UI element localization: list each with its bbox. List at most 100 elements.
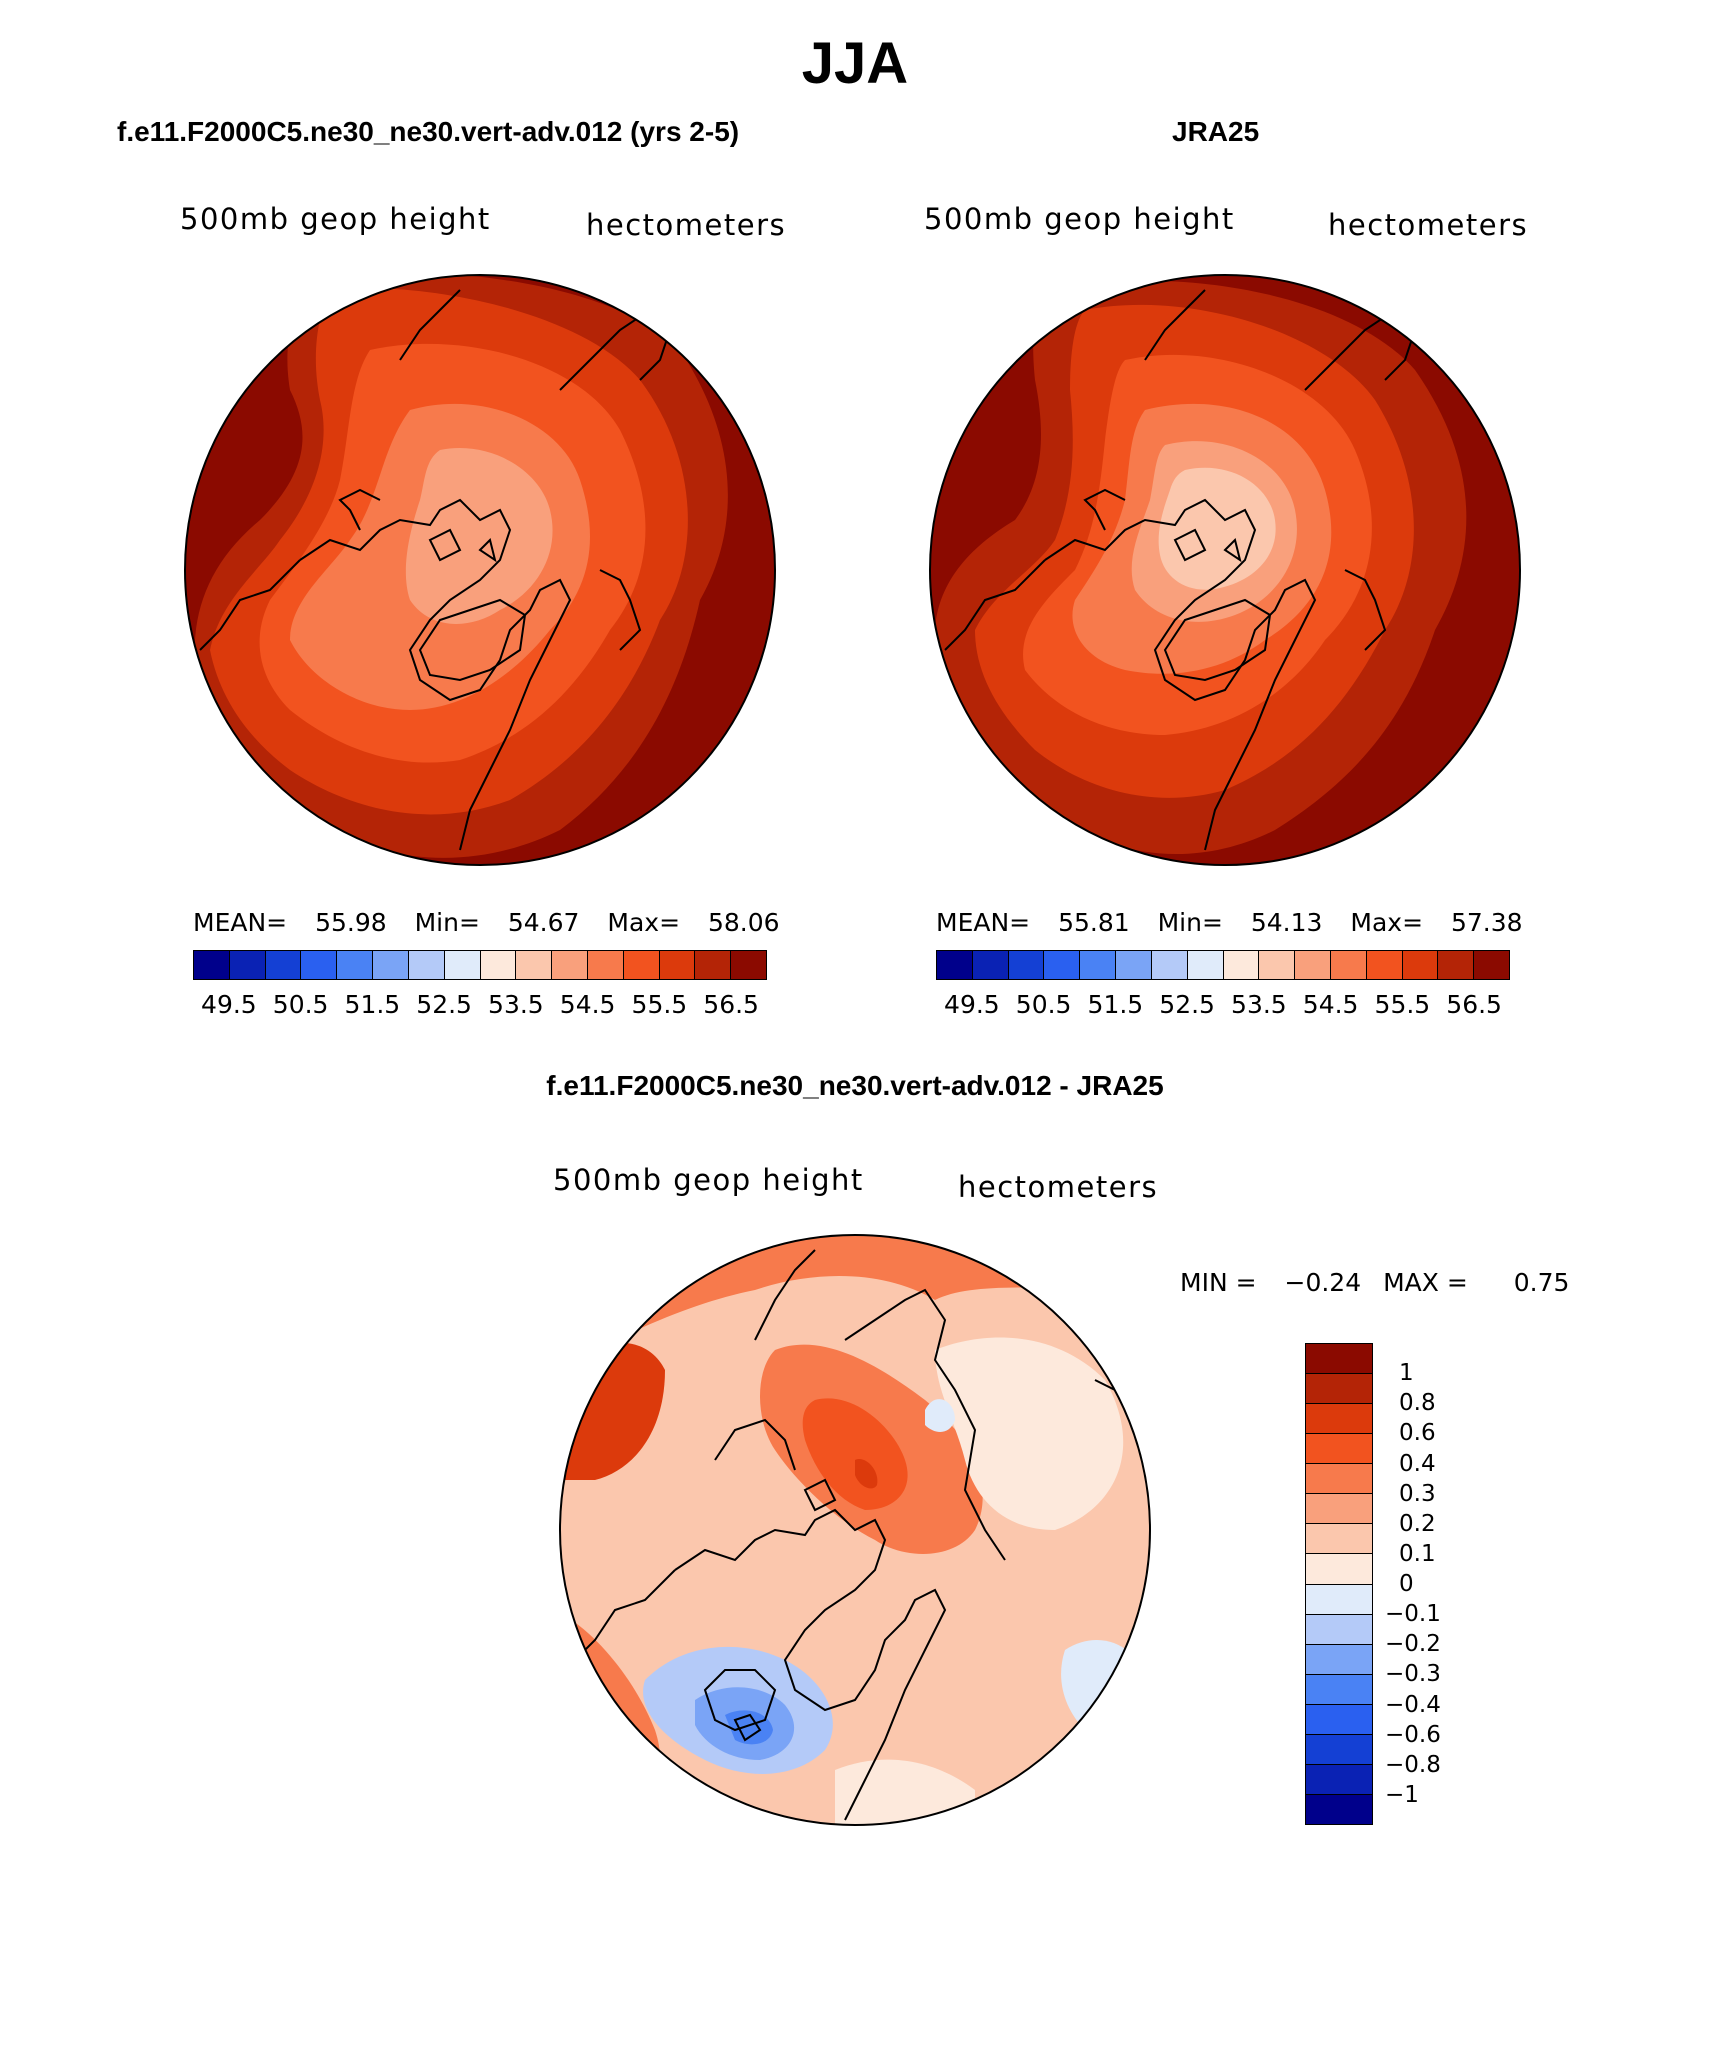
obs-mean-label: MEAN=	[936, 908, 1031, 937]
diff-colorbar-swatch	[1306, 1554, 1372, 1585]
diff-min-value: −0.24	[1284, 1268, 1362, 1297]
model-panel-title: f.e11.F2000C5.ne30_ne30.vert-adv.012 (yr…	[117, 116, 740, 147]
obs-colorbar-tick-label: 52.5	[1159, 990, 1215, 1019]
obs-min-label: Min=	[1157, 908, 1223, 937]
diff-units-label: hectometers	[958, 1170, 1159, 1204]
diff-colorbar-swatch	[1306, 1644, 1372, 1675]
obs-stats: MEAN= 55.81 Min= 54.13 Max= 57.38	[936, 908, 1523, 937]
diff-colorbar-swatch	[1306, 1764, 1372, 1795]
obs-polar-map	[929, 274, 1521, 866]
model-colorbar-swatch	[587, 951, 624, 979]
model-colorbar-tick-label: 50.5	[272, 990, 329, 1019]
obs-colorbar-tick-label: 55.5	[1374, 990, 1431, 1019]
diff-colorbar-swatch	[1306, 1794, 1372, 1824]
diff-colorbar-swatch	[1306, 1344, 1372, 1375]
model-colorbar-swatch	[337, 951, 374, 979]
obs-colorbar	[936, 950, 1510, 980]
model-max-label: Max=	[607, 908, 681, 937]
model-colorbar-swatch	[516, 951, 553, 979]
obs-colorbar-swatch	[1366, 951, 1403, 979]
diff-colorbar-label: −0.3	[1385, 1661, 1441, 1688]
obs-colorbar-swatch	[1438, 951, 1475, 979]
diff-coastlines	[574, 1249, 1126, 1821]
diff-map-near-zero-east	[935, 1337, 1124, 1530]
diff-colorbar-label: 0	[1399, 1571, 1414, 1597]
model-colorbar-swatch	[229, 951, 266, 979]
diff-colorbar-swatch	[1306, 1734, 1372, 1765]
obs-colorbar-swatch	[1223, 951, 1260, 979]
obs-colorbar-swatch	[1474, 951, 1509, 979]
diff-colorbar-label: −1	[1385, 1781, 1419, 1808]
obs-panel-title: JRA25	[1172, 116, 1260, 147]
model-mean-label: MEAN=	[193, 908, 288, 937]
model-stats: MEAN= 55.98 Min= 54.67 Max= 58.06	[193, 908, 780, 937]
obs-mean-value: 55.81	[1058, 908, 1130, 937]
obs-colorbar-swatch	[1187, 951, 1224, 979]
diff-colorbar-swatch	[1306, 1614, 1372, 1645]
obs-colorbar-swatch	[1330, 951, 1367, 979]
model-mean-value: 55.98	[315, 908, 387, 937]
diff-map-positive-core	[802, 1398, 908, 1510]
diff-colorbar-swatch	[1306, 1524, 1372, 1555]
obs-colorbar-swatch	[1295, 951, 1331, 979]
diff-min-label: MIN =	[1180, 1268, 1257, 1297]
model-colorbar-tick-label: 53.5	[488, 990, 544, 1019]
diff-map-positive-peak	[855, 1459, 878, 1489]
model-map-boundary	[184, 274, 776, 866]
model-colorbar-swatch	[552, 951, 588, 979]
diff-colorbar-label: −0.8	[1385, 1751, 1441, 1778]
diff-colorbar-label: −0.4	[1385, 1691, 1441, 1718]
diff-colorbar-label: −0.6	[1385, 1721, 1441, 1748]
diff-map-slight-negative-east	[925, 1399, 955, 1432]
obs-colorbar-tick-label: 51.5	[1087, 990, 1144, 1019]
diff-colorbar-label: 0.8	[1399, 1390, 1436, 1417]
model-colorbar-tick-label: 55.5	[631, 990, 688, 1019]
diff-colorbar-label: 0.3	[1399, 1480, 1436, 1507]
diff-colorbar-label: −0.1	[1385, 1601, 1441, 1628]
model-colorbar-tick-label: 56.5	[703, 990, 759, 1019]
difference-polar-map	[559, 1234, 1151, 1826]
diff-stats: MIN = −0.24 MAX = 0.75	[1180, 1268, 1569, 1297]
obs-colorbar-tick-label: 50.5	[1015, 990, 1072, 1019]
obs-colorbar-swatch	[1259, 951, 1296, 979]
diff-map-boundary	[559, 1234, 1151, 1826]
model-colorbar-swatch	[659, 951, 696, 979]
model-colorbar-swatch	[265, 951, 302, 979]
obs-colorbar-swatch	[972, 951, 1009, 979]
diff-colorbar-swatch	[1306, 1404, 1372, 1435]
diff-colorbar-swatch	[1306, 1674, 1372, 1705]
diff-max-label: MAX =	[1383, 1268, 1468, 1297]
model-colorbar-swatch	[194, 951, 230, 979]
model-map-contour-5	[405, 448, 553, 624]
model-colorbar-swatch	[444, 951, 481, 979]
model-colorbar-swatch	[408, 951, 445, 979]
diff-colorbar-swatch	[1306, 1704, 1372, 1735]
diff-colorbar-label: 0.6	[1399, 1420, 1436, 1447]
model-polar-map	[184, 274, 776, 866]
obs-colorbar-swatch	[937, 951, 973, 979]
model-colorbar	[193, 950, 767, 980]
model-colorbar-swatch	[301, 951, 338, 979]
model-variable-label: 500mb geop height	[180, 202, 491, 236]
model-colorbar-tick-label: 52.5	[416, 990, 472, 1019]
model-colorbar-tick-label: 54.5	[559, 990, 616, 1019]
model-coastlines	[199, 289, 672, 851]
obs-units-label: hectometers	[1328, 208, 1529, 242]
diff-colorbar-label: 0.2	[1399, 1510, 1436, 1537]
diff-colorbar-label: 1	[1399, 1360, 1414, 1387]
diff-colorbar-swatch	[1306, 1494, 1372, 1525]
obs-colorbar-swatch	[1402, 951, 1439, 979]
obs-variable-label: 500mb geop height	[924, 202, 1235, 236]
model-colorbar-swatch	[695, 951, 732, 979]
model-colorbar-tick-label: 49.5	[201, 990, 257, 1019]
model-min-value: 54.67	[507, 908, 580, 937]
model-colorbar-swatch	[731, 951, 766, 979]
obs-colorbar-swatch	[1116, 951, 1152, 979]
diff-colorbar-label: −0.2	[1385, 1631, 1441, 1658]
diff-colorbar-swatch	[1306, 1464, 1372, 1495]
page-title: JJA	[801, 31, 909, 96]
model-max-value: 58.06	[708, 908, 780, 937]
diff-colorbar-swatch	[1306, 1584, 1372, 1615]
diff-colorbar-swatch	[1306, 1374, 1372, 1405]
model-colorbar-ticks: 49.5 50.5 51.5 52.5 53.5 54.5 55.5 56.5	[193, 990, 767, 1020]
